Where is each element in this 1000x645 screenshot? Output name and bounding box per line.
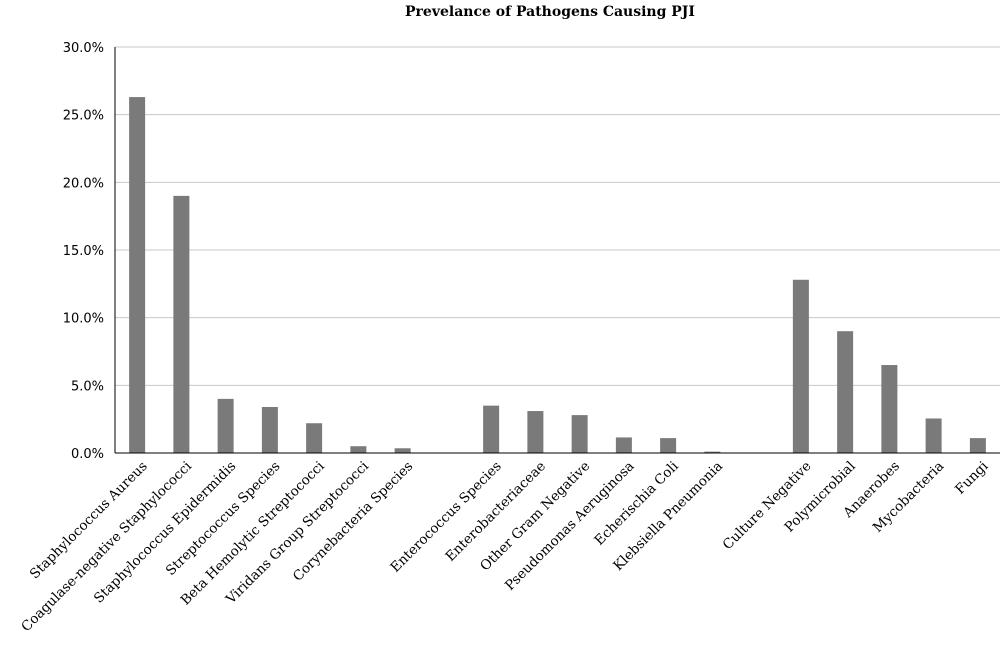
bar [881, 365, 898, 453]
y-tick-label: 25.0% [63, 109, 104, 124]
y-tick-label: 0.0% [71, 447, 104, 462]
bar [925, 418, 942, 453]
bar [217, 398, 234, 453]
bar [837, 331, 854, 453]
bar [483, 405, 500, 453]
x-axis-ticks: Staphylococcus AureusCoagulase-negative … [18, 458, 992, 635]
bar [615, 437, 632, 453]
bar [261, 406, 278, 453]
y-tick-label: 5.0% [71, 379, 104, 394]
bar [129, 97, 146, 453]
bar [704, 451, 721, 453]
bars [129, 97, 986, 453]
bar [394, 448, 411, 453]
bar [306, 423, 323, 453]
y-tick-label: 10.0% [63, 312, 104, 327]
bar [350, 446, 367, 453]
bar [969, 438, 986, 453]
chart-title: Prevelance of Pathogens Causing PJI [405, 4, 695, 20]
bar [660, 438, 677, 453]
y-tick-label: 15.0% [63, 244, 104, 259]
y-tick-label: 20.0% [63, 176, 104, 191]
y-tick-label: 30.0% [63, 41, 104, 56]
bar [571, 415, 588, 453]
bar [173, 195, 190, 453]
x-tick-label: Coagulase-negative Staphylococci [18, 458, 195, 635]
x-tick-label: Fungi [952, 458, 992, 498]
bar [792, 279, 809, 453]
gridlines [115, 46, 1000, 386]
y-axis-ticks: 0.0% 5.0% 10.0% 15.0% 20.0% 25.0% 30.0% [63, 41, 104, 462]
bar [527, 411, 544, 453]
